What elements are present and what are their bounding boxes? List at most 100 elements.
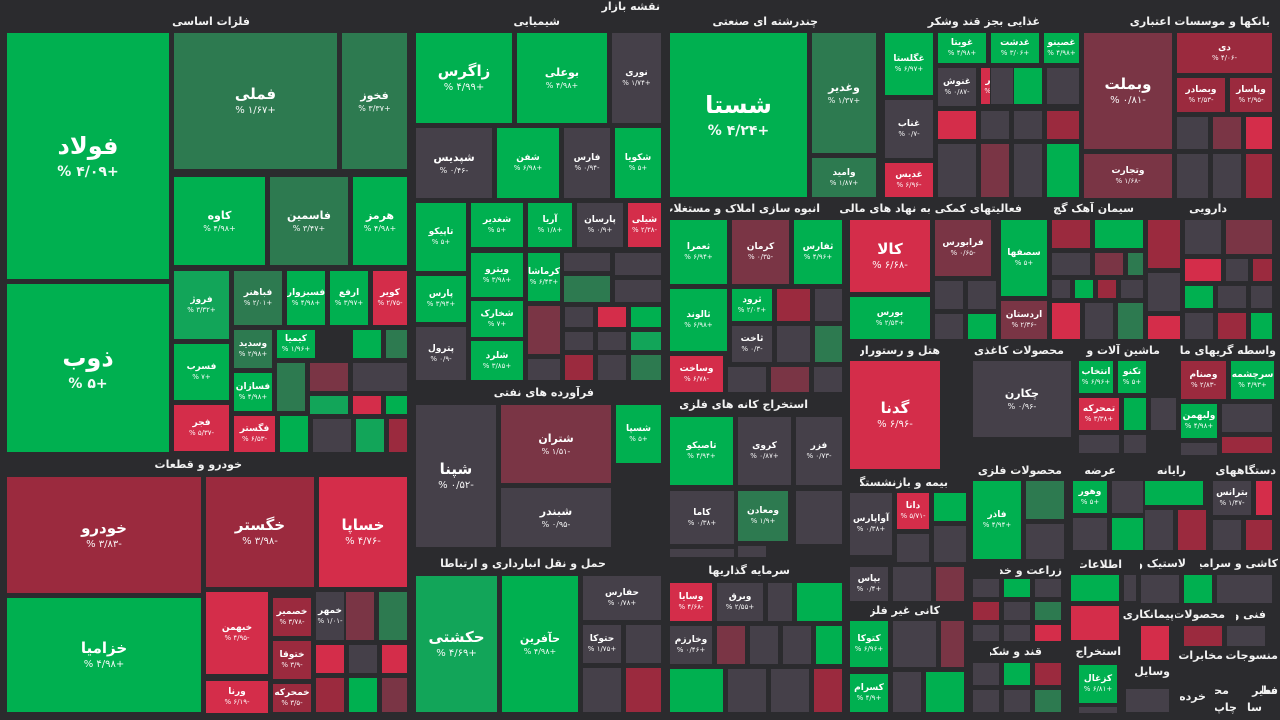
stock-tile-small[interactable] <box>1180 442 1218 456</box>
stock-tile-small[interactable] <box>1177 509 1207 551</box>
group-header[interactable]: فلزات اساسی <box>172 15 250 28</box>
stock-tile-small[interactable] <box>814 288 843 322</box>
group-header[interactable]: دارویی <box>1189 202 1227 215</box>
stock-tile-small[interactable] <box>1097 279 1117 299</box>
stock-tile-small[interactable] <box>563 252 611 272</box>
stock-tile-small[interactable] <box>1046 143 1080 198</box>
stock-tile[interactable]: سصفها +۵ % <box>1000 219 1048 297</box>
stock-tile-small[interactable] <box>1147 219 1181 269</box>
stock-tile[interactable]: ومعادن +۱/۹ % <box>737 490 789 542</box>
group-header[interactable]: حمل و نقل انبارداری و ارتباطات <box>440 557 606 570</box>
stock-tile-small[interactable] <box>1147 272 1181 312</box>
stock-tile[interactable]: کرماشا +۶/۴۳ % <box>527 252 561 302</box>
group-header[interactable]: اطلاعات و <box>1080 558 1122 571</box>
stock-tile-small[interactable] <box>1051 219 1091 249</box>
stock-tile-small[interactable] <box>1046 67 1080 105</box>
stock-tile[interactable]: فاسمین +۳/۴۷ % <box>269 176 349 266</box>
stock-tile[interactable]: زاگرس +۴/۹۹ % <box>415 32 513 124</box>
stock-tile-small[interactable] <box>727 668 767 713</box>
group-header[interactable]: استخراج کانه های فلزی <box>680 398 808 411</box>
stock-tile[interactable]: غدشت +۳/۰۶ % <box>990 32 1040 64</box>
stock-tile[interactable]: فولاد +۴/۰۹ % <box>6 32 170 280</box>
stock-tile[interactable]: فجر -۵/۳۷ % <box>173 404 230 452</box>
stock-tile-small[interactable] <box>892 566 932 602</box>
stock-tile[interactable]: وپاسار -۲/۹۵ % <box>1229 77 1273 113</box>
group-header[interactable]: کانی غیر فلزی <box>870 604 940 617</box>
stock-tile[interactable]: شیلی -۲/۳۸ % <box>627 202 662 248</box>
stock-tile-small[interactable] <box>597 354 627 381</box>
stock-tile-small[interactable] <box>770 366 810 393</box>
stock-tile-small[interactable] <box>1245 153 1273 199</box>
stock-tile[interactable]: آریا +۱/۸ % <box>527 202 573 248</box>
group-header[interactable]: سایر <box>1252 684 1278 697</box>
stock-tile-small[interactable] <box>381 677 408 713</box>
stock-tile[interactable]: غگلستا +۶/۹۷ % <box>884 32 934 96</box>
stock-tile-small[interactable] <box>1003 624 1031 642</box>
stock-tile[interactable]: بورس +۲/۵۳ % <box>849 296 931 340</box>
stock-tile-small[interactable] <box>309 395 349 415</box>
stock-tile[interactable]: دانا -۵/۷۱ % <box>896 492 930 530</box>
stock-tile-small[interactable] <box>352 395 382 415</box>
stock-tile-small[interactable] <box>1094 219 1144 249</box>
stock-tile[interactable]: بترانس -۱/۴۷ % <box>1212 480 1252 516</box>
stock-tile[interactable]: غصینو +۴/۹۸ % <box>1043 32 1080 64</box>
stock-tile[interactable]: هرمز +۴/۹۸ % <box>352 176 408 266</box>
stock-tile-small[interactable] <box>1176 116 1209 150</box>
stock-tile[interactable]: خودرو -۳/۸۳ % <box>6 476 202 594</box>
group-header[interactable]: غذایی بجز قند وشکر <box>927 15 1040 28</box>
stock-tile[interactable]: ذوب +۵ % <box>6 283 170 453</box>
stock-tile-small[interactable] <box>1217 312 1247 340</box>
stock-tile-small[interactable] <box>1120 279 1144 299</box>
stock-tile-small[interactable] <box>1078 434 1120 454</box>
stock-tile-small[interactable] <box>980 110 1010 140</box>
stock-tile[interactable]: وتجارت -۱/۶۸ % <box>1083 153 1173 199</box>
stock-tile-small[interactable] <box>1123 397 1147 431</box>
stock-tile[interactable]: کاوه +۴/۹۸ % <box>173 176 266 266</box>
stock-tile[interactable]: کیمیا +۱/۹۶ % <box>276 329 316 359</box>
stock-tile[interactable]: غدیس -۶/۹۶ % <box>884 162 934 198</box>
stock-tile-small[interactable] <box>1140 574 1180 604</box>
stock-tile[interactable]: فباهنر +۲/۰۱ % <box>233 270 283 326</box>
stock-tile[interactable]: کرمان -۰/۳۵ % <box>731 219 790 285</box>
stock-tile-small[interactable] <box>630 354 662 381</box>
stock-tile[interactable]: خبهمن -۴/۹۵ % <box>205 591 269 675</box>
group-header[interactable]: پیمانکاری <box>1122 608 1174 621</box>
stock-tile[interactable]: فسازان +۴/۹۸ % <box>233 372 273 412</box>
stock-tile-small[interactable] <box>1003 578 1031 598</box>
stock-tile[interactable]: دی -۴/۰۶ % <box>1176 32 1273 74</box>
stock-tile-small[interactable] <box>1025 480 1065 520</box>
stock-tile-small[interactable] <box>1034 689 1062 713</box>
group-header[interactable]: قند و شکر <box>990 645 1042 658</box>
stock-tile[interactable]: خمحرکه -۳/۵ % <box>272 683 312 713</box>
stock-tile-small[interactable] <box>937 110 977 140</box>
stock-tile-small[interactable] <box>345 591 375 641</box>
group-header[interactable]: چندرشته ای صنعتی <box>712 15 818 28</box>
stock-tile[interactable]: خگستر -۳/۹۸ % <box>205 476 315 588</box>
stock-tile[interactable]: کزغال +۶/۸۱ % <box>1078 664 1118 704</box>
stock-tile-small[interactable] <box>815 625 843 665</box>
stock-tile[interactable]: پترول -۰/۹ % <box>415 326 467 381</box>
stock-tile[interactable]: حفارس +۰/۷۸ % <box>582 575 662 621</box>
group-header[interactable]: لاستیک و <box>1140 557 1186 570</box>
group-header[interactable]: عرضه <box>1084 464 1116 477</box>
stock-tile-small[interactable] <box>1046 110 1080 140</box>
stock-tile[interactable]: حآفرین +۴/۹۸ % <box>501 575 579 713</box>
stock-tile[interactable]: شفن +۶/۹۸ % <box>496 127 560 199</box>
stock-tile-small[interactable] <box>352 329 382 359</box>
stock-tile[interactable]: آواپارس +۰/۳۸ % <box>849 492 893 556</box>
stock-tile-small[interactable] <box>1225 258 1249 282</box>
stock-tile-small[interactable] <box>1117 302 1144 340</box>
stock-tile-small[interactable] <box>1184 285 1214 309</box>
stock-tile[interactable]: کویر -۲/۷۵ % <box>372 270 408 326</box>
stock-tile-small[interactable] <box>1221 403 1273 433</box>
stock-tile[interactable]: فاذر +۴/۹۴ % <box>972 480 1022 560</box>
stock-tile-small[interactable] <box>1150 397 1177 431</box>
group-header[interactable]: بانکها و موسسات اعتباری <box>1129 15 1270 28</box>
stock-tile-small[interactable] <box>896 533 930 563</box>
stock-tile[interactable]: شتران -۱/۵۱ % <box>500 404 612 484</box>
stock-tile[interactable]: حتوکا +۱/۷۵ % <box>582 624 622 664</box>
stock-tile-small[interactable] <box>933 525 967 563</box>
stock-tile-small[interactable] <box>669 548 735 558</box>
stock-tile-small[interactable] <box>727 366 767 393</box>
stock-tile-small[interactable] <box>315 644 345 674</box>
